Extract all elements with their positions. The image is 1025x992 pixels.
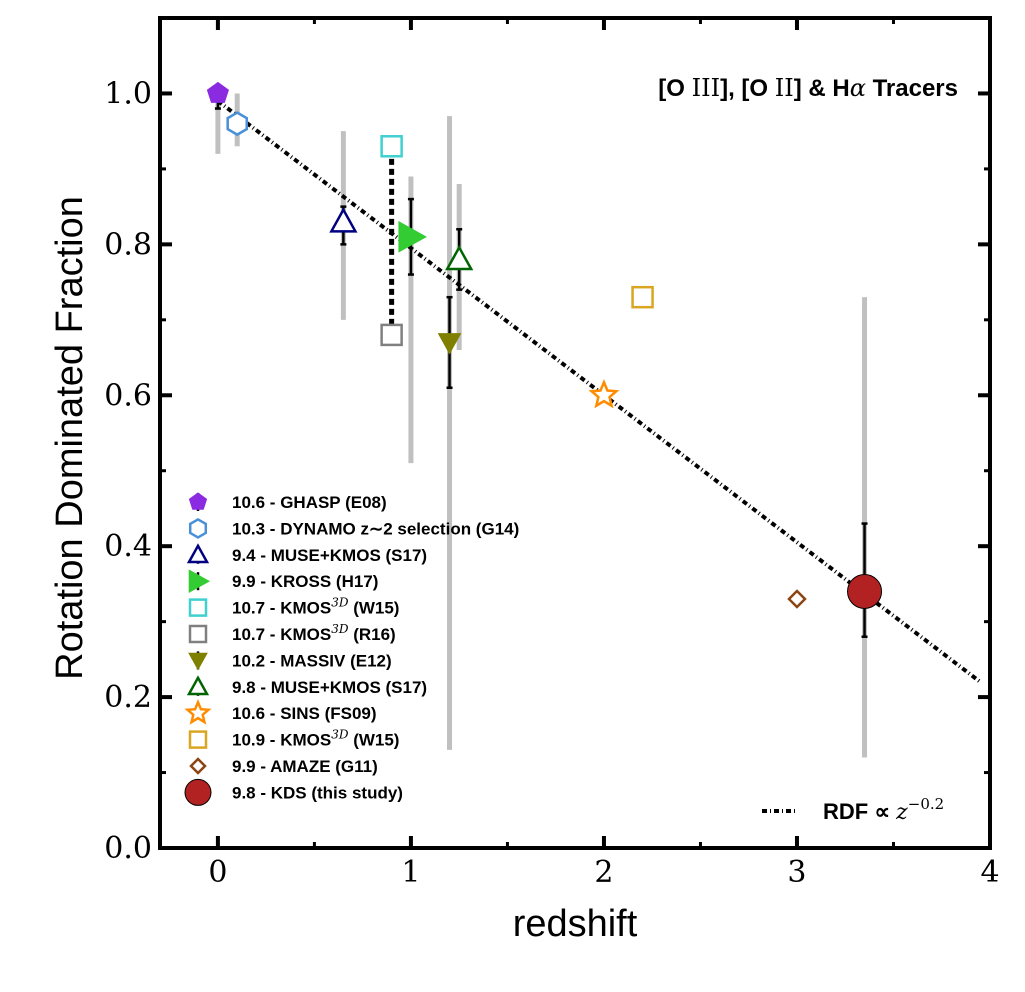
fit-line-group — [216, 99, 982, 684]
x-tick-label-2: 2 — [594, 855, 613, 890]
legend-item-10: 9.9 - AMAZE (G11) — [189, 757, 378, 776]
x-axis-label: redshift — [513, 903, 638, 945]
legend-label-0: 10.6 - GHASP (E08) — [232, 493, 387, 512]
legend-marker-3 — [188, 569, 211, 594]
legend-item-6: 10.2 - MASSIV (E12) — [188, 651, 392, 671]
axis-ticks: 0 1 2 3 4 0.0 0.2 0.4 0.6 0.8 1.0 — [104, 18, 1000, 890]
marker-9 — [631, 285, 654, 309]
legend-label-4: 10.7 - KMOS3D (W15) — [232, 596, 399, 618]
x-tick-label-3: 3 — [787, 855, 806, 890]
legend-item-9: 10.9 - KMOS3D (W15) — [188, 728, 399, 750]
legend-item-7: 9.8 - MUSE+KMOS (S17) — [186, 675, 427, 697]
legend-marker-0 — [188, 492, 208, 510]
marker-8 — [588, 379, 620, 409]
legend-item-4: 10.7 - KMOS3D (W15) — [188, 596, 399, 618]
marker-2 — [329, 207, 358, 233]
legend-marker-11 — [184, 778, 212, 806]
marker-11 — [847, 573, 883, 609]
marker-0 — [206, 81, 229, 103]
legend-item-5: 10.7 - KMOS3D (R16) — [188, 622, 396, 644]
y-tick-label-3: 0.6 — [104, 378, 152, 413]
y-tick-label-0: 0.0 — [104, 831, 152, 866]
legend-marker-1 — [188, 517, 208, 539]
legend-label-1: 10.3 - DYNAMO z∼2 selection (G14) — [232, 519, 519, 538]
marker-10 — [787, 589, 807, 609]
legend-marker-4 — [188, 598, 208, 617]
legend-marker-8 — [184, 698, 212, 725]
legend: 10.6 - GHASP (E08) 10.3 - DYNAMO z∼2 sele… — [184, 492, 519, 806]
marker-1 — [226, 111, 248, 137]
y-axis-label: Rotation Dominated Fraction — [49, 196, 91, 680]
legend-label-7: 9.8 - MUSE+KMOS (S17) — [232, 678, 427, 697]
marker-4 — [380, 135, 403, 158]
fit-line — [216, 99, 982, 684]
legend-label-5: 10.7 - KMOS3D (R16) — [232, 622, 396, 644]
legend-label-11: 9.8 - KDS (this study) — [232, 783, 403, 802]
marker-3 — [398, 220, 427, 253]
legend-label-9: 10.9 - KMOS3D (W15) — [232, 728, 399, 750]
legend-label-2: 9.4 - MUSE+KMOS (S17) — [232, 546, 427, 565]
y-tick-label-1: 0.2 — [104, 680, 152, 715]
legend-marker-6 — [188, 652, 208, 671]
legend-item-3: 9.9 - KROSS (H17) — [188, 569, 378, 594]
legend-marker-2 — [186, 543, 210, 564]
legend-marker-9 — [188, 730, 208, 749]
x-tick-label-1: 1 — [401, 855, 420, 890]
tracer-annotation: [O III], [O II] & Hα Tracers — [658, 74, 958, 102]
data-markers — [206, 81, 883, 609]
marker-6 — [437, 333, 462, 355]
legend-marker-5 — [188, 624, 208, 644]
legend-label-6: 10.2 - MASSIV (E12) — [232, 651, 392, 670]
legend-label-3: 9.9 - KROSS (H17) — [232, 572, 378, 591]
y-tick-label-4: 0.8 — [104, 227, 152, 262]
fit-legend-label: RDF ∝ z−0.2 — [823, 795, 944, 825]
legend-marker-10 — [189, 757, 207, 775]
x-tick-label-0: 0 — [208, 855, 227, 890]
plot-frame — [158, 16, 992, 850]
legend-item-0: 10.6 - GHASP (E08) — [188, 492, 387, 512]
legend-label-10: 9.9 - AMAZE (G11) — [232, 757, 378, 776]
legend-item-11: 9.8 - KDS (this study) — [184, 778, 403, 806]
y-tick-label-2: 0.4 — [104, 529, 152, 564]
marker-7 — [445, 244, 474, 271]
legend-item-2: 9.4 - MUSE+KMOS (S17) — [186, 543, 427, 565]
x-tick-label-4: 4 — [980, 855, 999, 890]
y-tick-label-5: 1.0 — [104, 76, 152, 111]
legend-item-8: 10.6 - SINS (FS09) — [184, 698, 377, 725]
fit-legend: RDF ∝ z−0.2 — [762, 795, 944, 825]
marker-5 — [380, 323, 403, 347]
legend-marker-7 — [186, 675, 210, 696]
legend-item-1: 10.3 - DYNAMO z∼2 selection (G14) — [188, 517, 519, 539]
legend-label-8: 10.6 - SINS (FS09) — [232, 704, 377, 723]
